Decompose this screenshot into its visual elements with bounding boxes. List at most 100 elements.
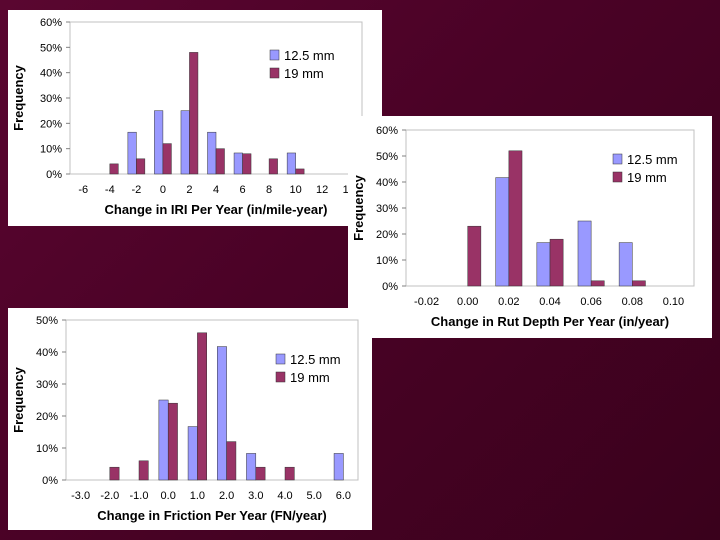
legend-label: 12.5 mm — [284, 48, 335, 63]
x-tick-label: 10 — [290, 184, 302, 196]
x-tick-label: 2.0 — [219, 490, 234, 502]
y-tick-label: 0% — [382, 281, 398, 293]
x-tick-label: 0.00 — [457, 296, 478, 308]
rut-chart: 0% 10% 20% 30% 40% 50% 60% -0.02 0.00 0.02 0.04 0.0… — [351, 125, 695, 329]
plot-area — [65, 319, 359, 481]
bar-iri-12-5mm — [180, 110, 190, 175]
bar-iri-19mm — [295, 168, 305, 175]
bar-rut-19mm — [590, 280, 605, 287]
x-tick-label: 8 — [266, 184, 272, 196]
bar-rut-12-5mm — [536, 242, 551, 287]
legend-swatch — [612, 153, 623, 165]
bar-iri-19mm — [109, 163, 119, 175]
x-tick-label: -0.02 — [414, 296, 439, 308]
y-tick-label: 50% — [376, 151, 398, 163]
x-tick-label: 6 — [239, 184, 245, 196]
bar-rut-19mm — [549, 238, 564, 287]
y-tick-label: 10% — [36, 443, 58, 455]
bar-fric-19mm — [226, 441, 237, 481]
bar-rut-19mm — [508, 150, 523, 287]
iri-chart-panel: 0%10%20%30%40%50%60%-6-4-202468101214Fre… — [8, 10, 382, 226]
y-tick-label: 0% — [42, 475, 58, 487]
bar-iri-12-5mm — [207, 131, 217, 175]
bar-rut-12-5mm — [618, 242, 633, 287]
y-axis-title: Frequency — [351, 174, 366, 241]
legend-label: 12.5 mm — [627, 152, 678, 167]
bar-fric-12-5mm — [217, 346, 227, 481]
y-tick-label: 10% — [376, 255, 398, 267]
x-tick-label: 12 — [316, 184, 328, 196]
x-axis-title: Change in Friction Per Year (FN/year) — [97, 508, 327, 523]
y-tick-label: 60% — [376, 125, 398, 137]
x-tick-label: 0.02 — [498, 296, 519, 308]
legend-label: 12.5 mm — [290, 352, 341, 367]
y-tick-label: 10% — [40, 144, 62, 156]
bar-fric-19mm — [109, 466, 120, 481]
friction-chart: 0% 10% 20% 30% 40% 50% -3.0 -2.0 -1.0 0.0 1.0 2.0 3.… — [11, 315, 359, 523]
legend-swatch — [269, 67, 280, 79]
legend-label: 19 mm — [284, 66, 324, 81]
y-tick-label: 60% — [40, 17, 62, 29]
legend-label: 19 mm — [627, 170, 667, 185]
bar-fric-19mm — [138, 460, 149, 481]
legend-swatch — [269, 49, 280, 61]
x-axis-title: Change in Rut Depth Per Year (in/year) — [431, 314, 669, 329]
legend-swatch — [612, 171, 623, 183]
y-tick-label: 20% — [376, 229, 398, 241]
x-tick-label: 6.0 — [336, 490, 351, 502]
x-tick-label: 3.0 — [248, 490, 263, 502]
bar-rut-19mm — [467, 225, 482, 287]
y-tick-label: 40% — [40, 68, 62, 80]
x-tick-label: -2 — [131, 184, 141, 196]
x-tick-label: -6 — [78, 184, 88, 196]
legend-swatch — [275, 371, 286, 383]
bar-iri-12-5mm — [154, 110, 164, 175]
y-tick-label: 40% — [376, 177, 398, 189]
bar-fric-12-5mm — [246, 453, 257, 481]
bar-fric-12-5mm — [187, 426, 198, 481]
y-tick-label: 40% — [36, 347, 58, 359]
bar-fric-12-5mm — [158, 399, 169, 481]
bar-iri-19mm — [242, 153, 252, 175]
y-tick-label: 20% — [36, 411, 58, 423]
x-tick-label: -4 — [105, 184, 115, 196]
y-tick-label: 50% — [40, 42, 62, 54]
bar-rut-19mm — [632, 280, 646, 287]
y-tick-label: 0% — [46, 169, 62, 181]
legend-swatch — [275, 353, 286, 365]
y-axis-title: Frequency — [11, 64, 26, 131]
y-axis-title: Frequency — [11, 366, 26, 433]
x-tick-label: 2 — [186, 184, 192, 196]
bar-iri-12-5mm — [286, 152, 296, 175]
x-tick-label: 4.0 — [277, 490, 292, 502]
iri-chart: 0%10%20%30%40%50%60%-6-4-202468101214Fre… — [11, 17, 363, 217]
x-tick-label: -3.0 — [71, 490, 90, 502]
rut-chart-panel: 0% 10% 20% 30% 40% 50% 60% -0.02 0.00 0.02 0.04 0.0… — [348, 116, 712, 338]
y-tick-label: 30% — [376, 203, 398, 215]
x-tick-label: -1.0 — [130, 490, 149, 502]
bar-rut-12-5mm — [495, 177, 510, 287]
y-tick-label: 30% — [40, 93, 62, 105]
x-tick-label: 0.04 — [539, 296, 560, 308]
bar-fric-19mm — [255, 466, 266, 481]
bar-iri-12-5mm — [233, 152, 243, 175]
x-tick-label: 0 — [160, 184, 166, 196]
bar-fric-12-5mm — [333, 453, 344, 481]
y-tick-label: 20% — [40, 118, 62, 130]
bar-iri-19mm — [268, 158, 278, 175]
bar-fric-19mm — [284, 466, 295, 481]
y-tick-label: 50% — [36, 315, 58, 327]
x-tick-label: 0.0 — [161, 490, 176, 502]
y-tick-label: 30% — [36, 379, 58, 391]
x-tick-label: 5.0 — [307, 490, 322, 502]
bar-iri-19mm — [162, 143, 172, 175]
x-tick-label: 0.10 — [663, 296, 684, 308]
x-axis-title: Change in IRI Per Year (in/mile-year) — [104, 202, 327, 217]
x-tick-label: 4 — [213, 184, 219, 196]
x-tick-label: 1.0 — [190, 490, 205, 502]
bar-fric-19mm — [167, 402, 178, 481]
friction-chart-panel: 0% 10% 20% 30% 40% 50% -3.0 -2.0 -1.0 0.0 1.0 2.0 3.… — [8, 308, 372, 530]
bar-iri-19mm — [215, 148, 225, 175]
bar-iri-12-5mm — [127, 131, 137, 175]
x-tick-label: -2.0 — [100, 490, 119, 502]
